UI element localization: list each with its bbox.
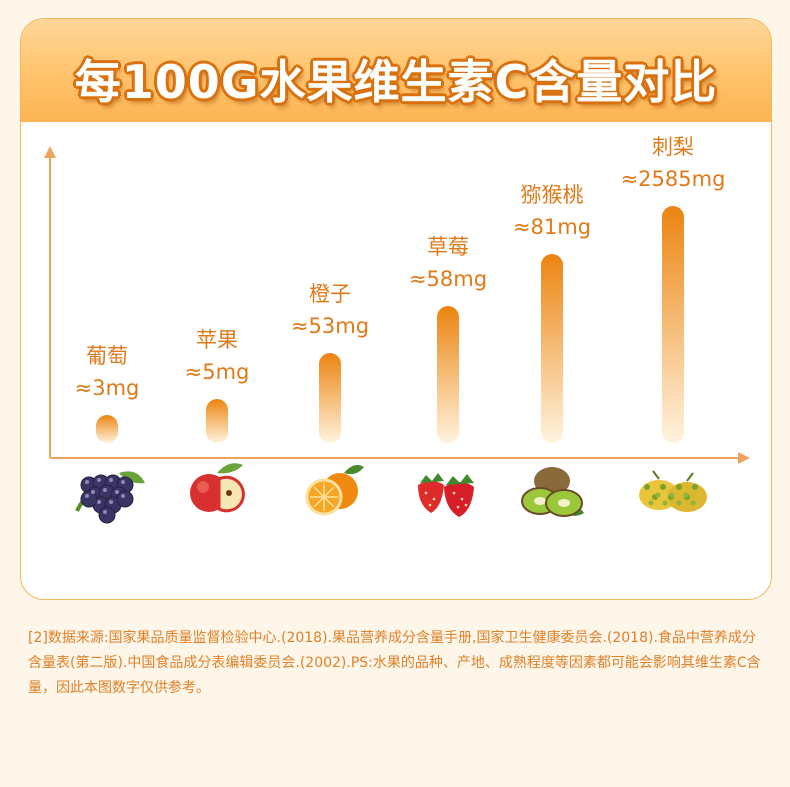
chart-title: 每100G水果维生素C含量对比 xyxy=(74,55,718,109)
category-label-5: 刺梨 xyxy=(652,135,694,159)
strawberry-icon xyxy=(418,473,474,517)
apple-icon xyxy=(190,463,245,513)
value-label-2: ≈53mg xyxy=(291,314,369,338)
x-axis xyxy=(50,452,750,464)
bar-5 xyxy=(662,206,684,443)
bar-2 xyxy=(319,353,341,443)
bar-0 xyxy=(96,415,118,443)
category-label-1: 苹果 xyxy=(196,328,238,352)
chart-card: 每100G水果维生素C含量对比 xyxy=(20,18,772,600)
orange-icon xyxy=(305,465,364,516)
bar-4 xyxy=(541,254,563,443)
grapes-icon xyxy=(75,471,145,524)
value-label-1: ≈5mg xyxy=(185,360,250,384)
value-label-0: ≈3mg xyxy=(75,376,140,400)
source-footnote: [2]数据来源:国家果品质量监督检验中心.(2018).果品营养成分含量手册,国… xyxy=(28,630,761,696)
value-label-4: ≈81mg xyxy=(513,215,591,239)
vitamin-c-bar-chart: 葡萄 ≈3mg 苹果 ≈5mg 橙子 ≈53mg 草莓 ≈58mg 猕猴桃 ≈81mg 刺梨 ≈258… xyxy=(44,135,750,524)
category-label-4: 猕猴桃 xyxy=(521,183,584,207)
value-label-3: ≈58mg xyxy=(409,267,487,291)
category-label-2: 橙子 xyxy=(309,282,351,306)
category-label-0: 葡萄 xyxy=(86,344,128,368)
bar-3 xyxy=(437,306,459,443)
title-banner: 每100G水果维生素C含量对比 xyxy=(21,19,771,122)
value-label-5: ≈2585mg xyxy=(621,167,726,191)
y-axis xyxy=(44,146,56,458)
prickly-pear-icon xyxy=(639,470,707,512)
kiwi-icon xyxy=(521,467,584,517)
category-label-3: 草莓 xyxy=(427,235,469,259)
bar-1 xyxy=(206,399,228,443)
